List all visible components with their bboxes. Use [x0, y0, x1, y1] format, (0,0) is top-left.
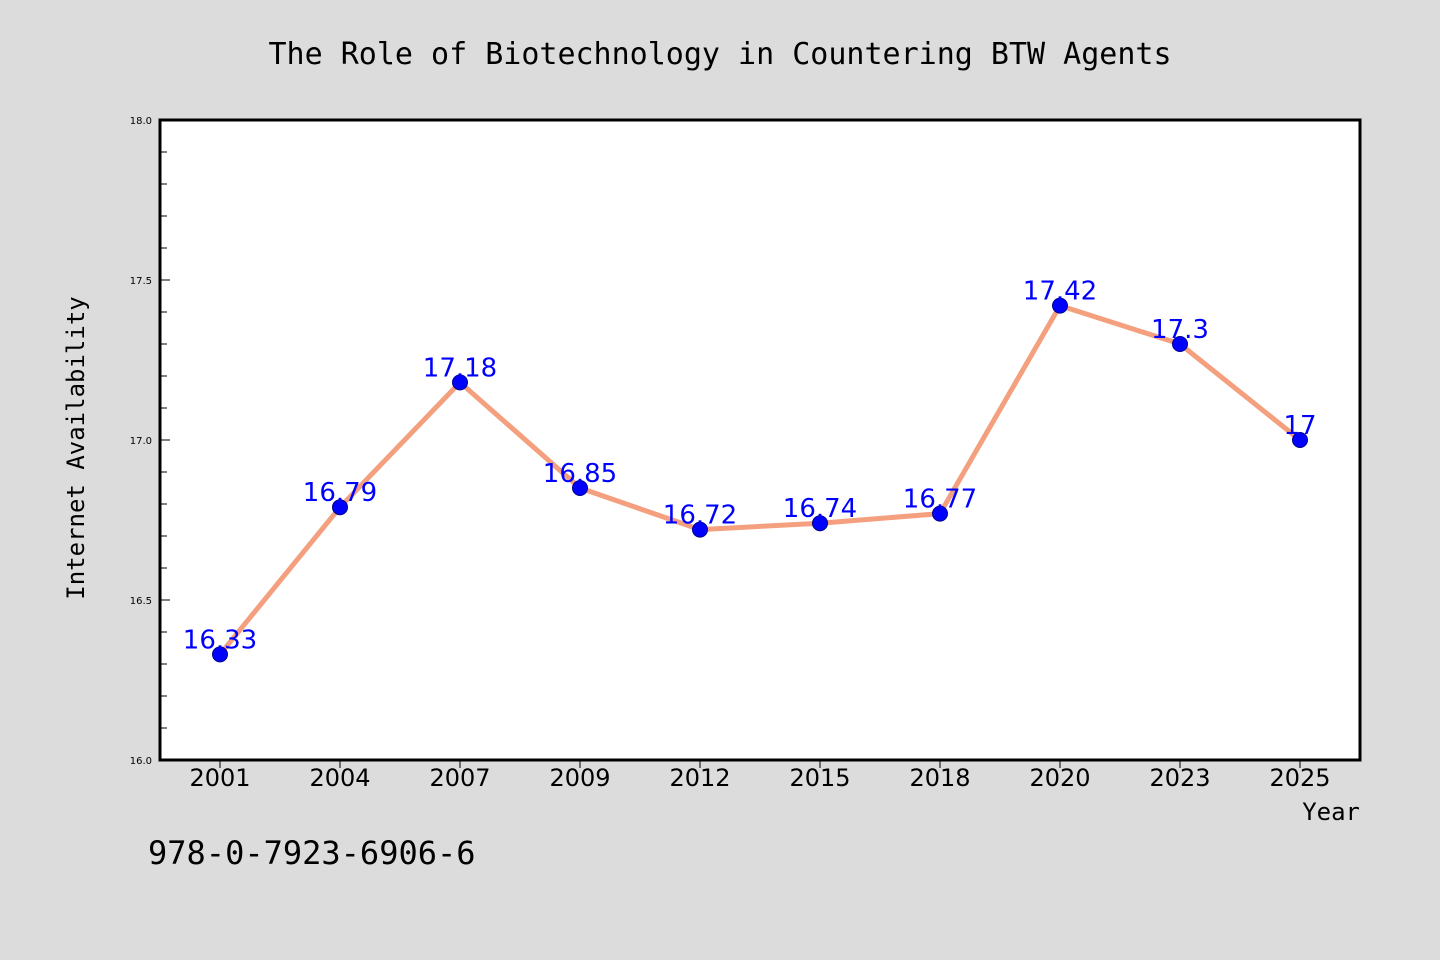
x-tick-label: 2023: [1149, 764, 1210, 792]
data-label: 16.33: [183, 625, 257, 655]
chart-title: The Role of Biotechnology in Countering …: [268, 37, 1171, 72]
data-point: [332, 499, 348, 516]
plot-area: [158, 118, 1362, 762]
y-axis: 16.0 16.5 17.0 17.5 18.0: [130, 116, 170, 767]
data-point: [572, 480, 588, 496]
isbn-text: 978-0-7923-6906-6: [148, 834, 476, 872]
y-tick-label: 17.5: [130, 276, 152, 287]
data-label: 17.42: [1023, 277, 1097, 307]
data-label: 16.77: [903, 485, 977, 515]
x-tick-label: 2018: [909, 764, 970, 792]
data-label-group: 16.33 16.79 17.18 16.85 16.72 16.74 16.77 17.42…: [183, 277, 1317, 656]
data-point: [932, 505, 948, 522]
data-point: [812, 515, 828, 532]
x-axis-label: Year: [1302, 798, 1360, 826]
x-axis: 2001 2004 2007 2009 2012 2015 2018 2020 2023 2025: [189, 760, 1331, 792]
data-label: 16.85: [543, 459, 617, 489]
x-tick-label: 2007: [429, 764, 490, 792]
x-tick-label: 2009: [549, 764, 610, 792]
series-marker-group: [212, 297, 1308, 663]
x-tick-label: 2004: [309, 764, 370, 792]
series-line: [217, 303, 1303, 657]
y-tick-label: 16.0: [130, 756, 152, 767]
data-label: 17.3: [1151, 315, 1209, 345]
data-label: 17.18: [423, 353, 497, 383]
series-line-group: [217, 303, 1303, 657]
y-tick-label: 16.5: [130, 596, 152, 607]
data-point: [452, 374, 468, 391]
x-tick-label: 2020: [1029, 764, 1090, 792]
data-point: [1292, 432, 1308, 448]
x-tick-label: 2015: [789, 764, 850, 792]
data-label: 17: [1283, 411, 1316, 441]
x-tick-label: 2025: [1269, 764, 1330, 792]
y-axis-label: Internet Availability: [62, 296, 90, 599]
data-point: [212, 646, 228, 663]
data-point: [1052, 297, 1068, 314]
data-point: [692, 521, 708, 538]
data-label: 16.79: [303, 478, 377, 508]
data-point: [1172, 336, 1188, 352]
x-tick-label: 2001: [189, 764, 250, 792]
data-label: 16.72: [663, 501, 737, 531]
y-tick-label: 18.0: [130, 116, 152, 127]
data-label: 16.74: [783, 494, 857, 524]
x-tick-label: 2012: [669, 764, 730, 792]
y-tick-label: 17.0: [130, 436, 152, 447]
